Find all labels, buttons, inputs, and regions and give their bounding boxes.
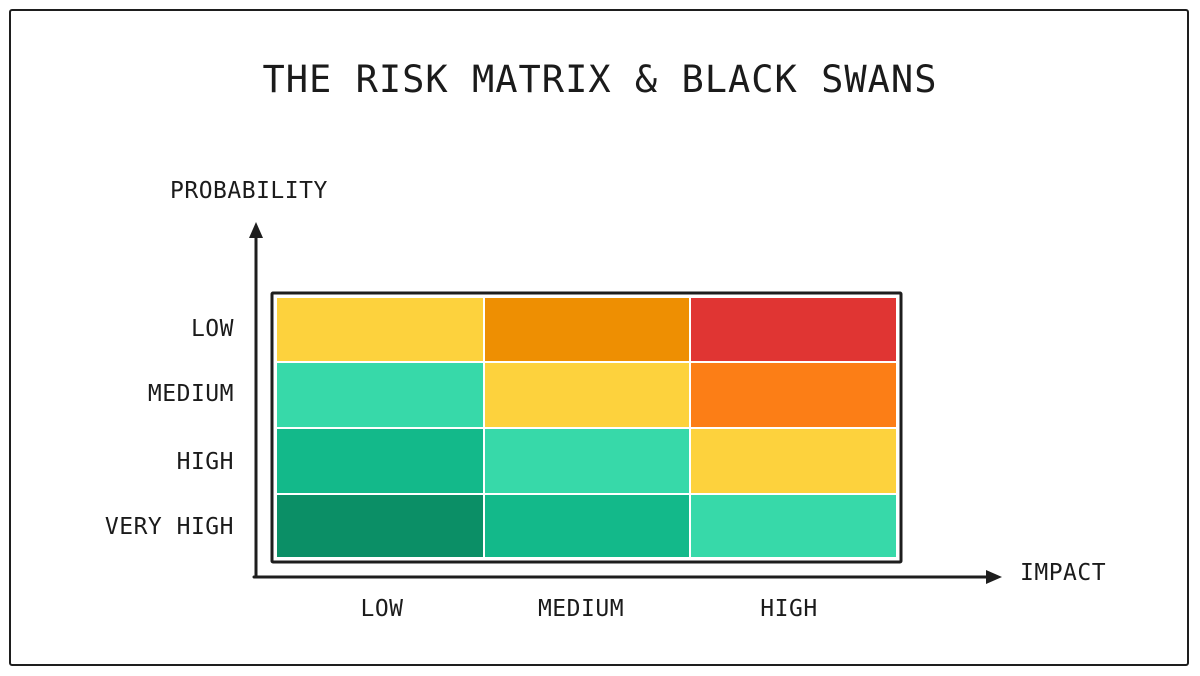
matrix-cells <box>277 298 896 557</box>
cell-high-probability-medium-impact <box>485 429 689 493</box>
cell-medium-probability-low-impact <box>277 363 483 427</box>
diagram-title: THE RISK MATRIX & BLACK SWANS <box>262 58 938 101</box>
matrix-border <box>270 291 903 564</box>
column-label-medium: MEDIUM <box>537 596 625 622</box>
cell-low-probability-low-impact <box>277 298 483 361</box>
column-label-high: HIGH <box>760 596 818 622</box>
cell-medium-probability-high-impact <box>691 363 896 427</box>
row-label-low: LOW <box>190 316 234 342</box>
row-label-high: HIGH <box>176 449 234 475</box>
row-label-medium: MEDIUM <box>147 381 234 407</box>
diagram-frame <box>9 9 1189 666</box>
cell-very-high-probability-low-impact <box>277 495 483 557</box>
cell-high-probability-high-impact <box>691 429 896 493</box>
cell-very-high-probability-high-impact <box>691 495 896 557</box>
cell-medium-probability-medium-impact <box>485 363 689 427</box>
row-label-very-high: VERY HIGH <box>104 514 234 540</box>
x-axis-arrowhead <box>986 570 1002 584</box>
cell-low-probability-medium-impact <box>485 298 689 361</box>
column-label-low: LOW <box>360 596 404 622</box>
cell-high-probability-low-impact <box>277 429 483 493</box>
cell-low-probability-high-impact <box>691 298 896 361</box>
y-axis-label: PROBABILITY <box>170 178 328 204</box>
cell-very-high-probability-medium-impact <box>485 495 689 557</box>
y-axis-arrowhead <box>249 222 263 238</box>
x-axis-label: IMPACT <box>1020 560 1107 586</box>
